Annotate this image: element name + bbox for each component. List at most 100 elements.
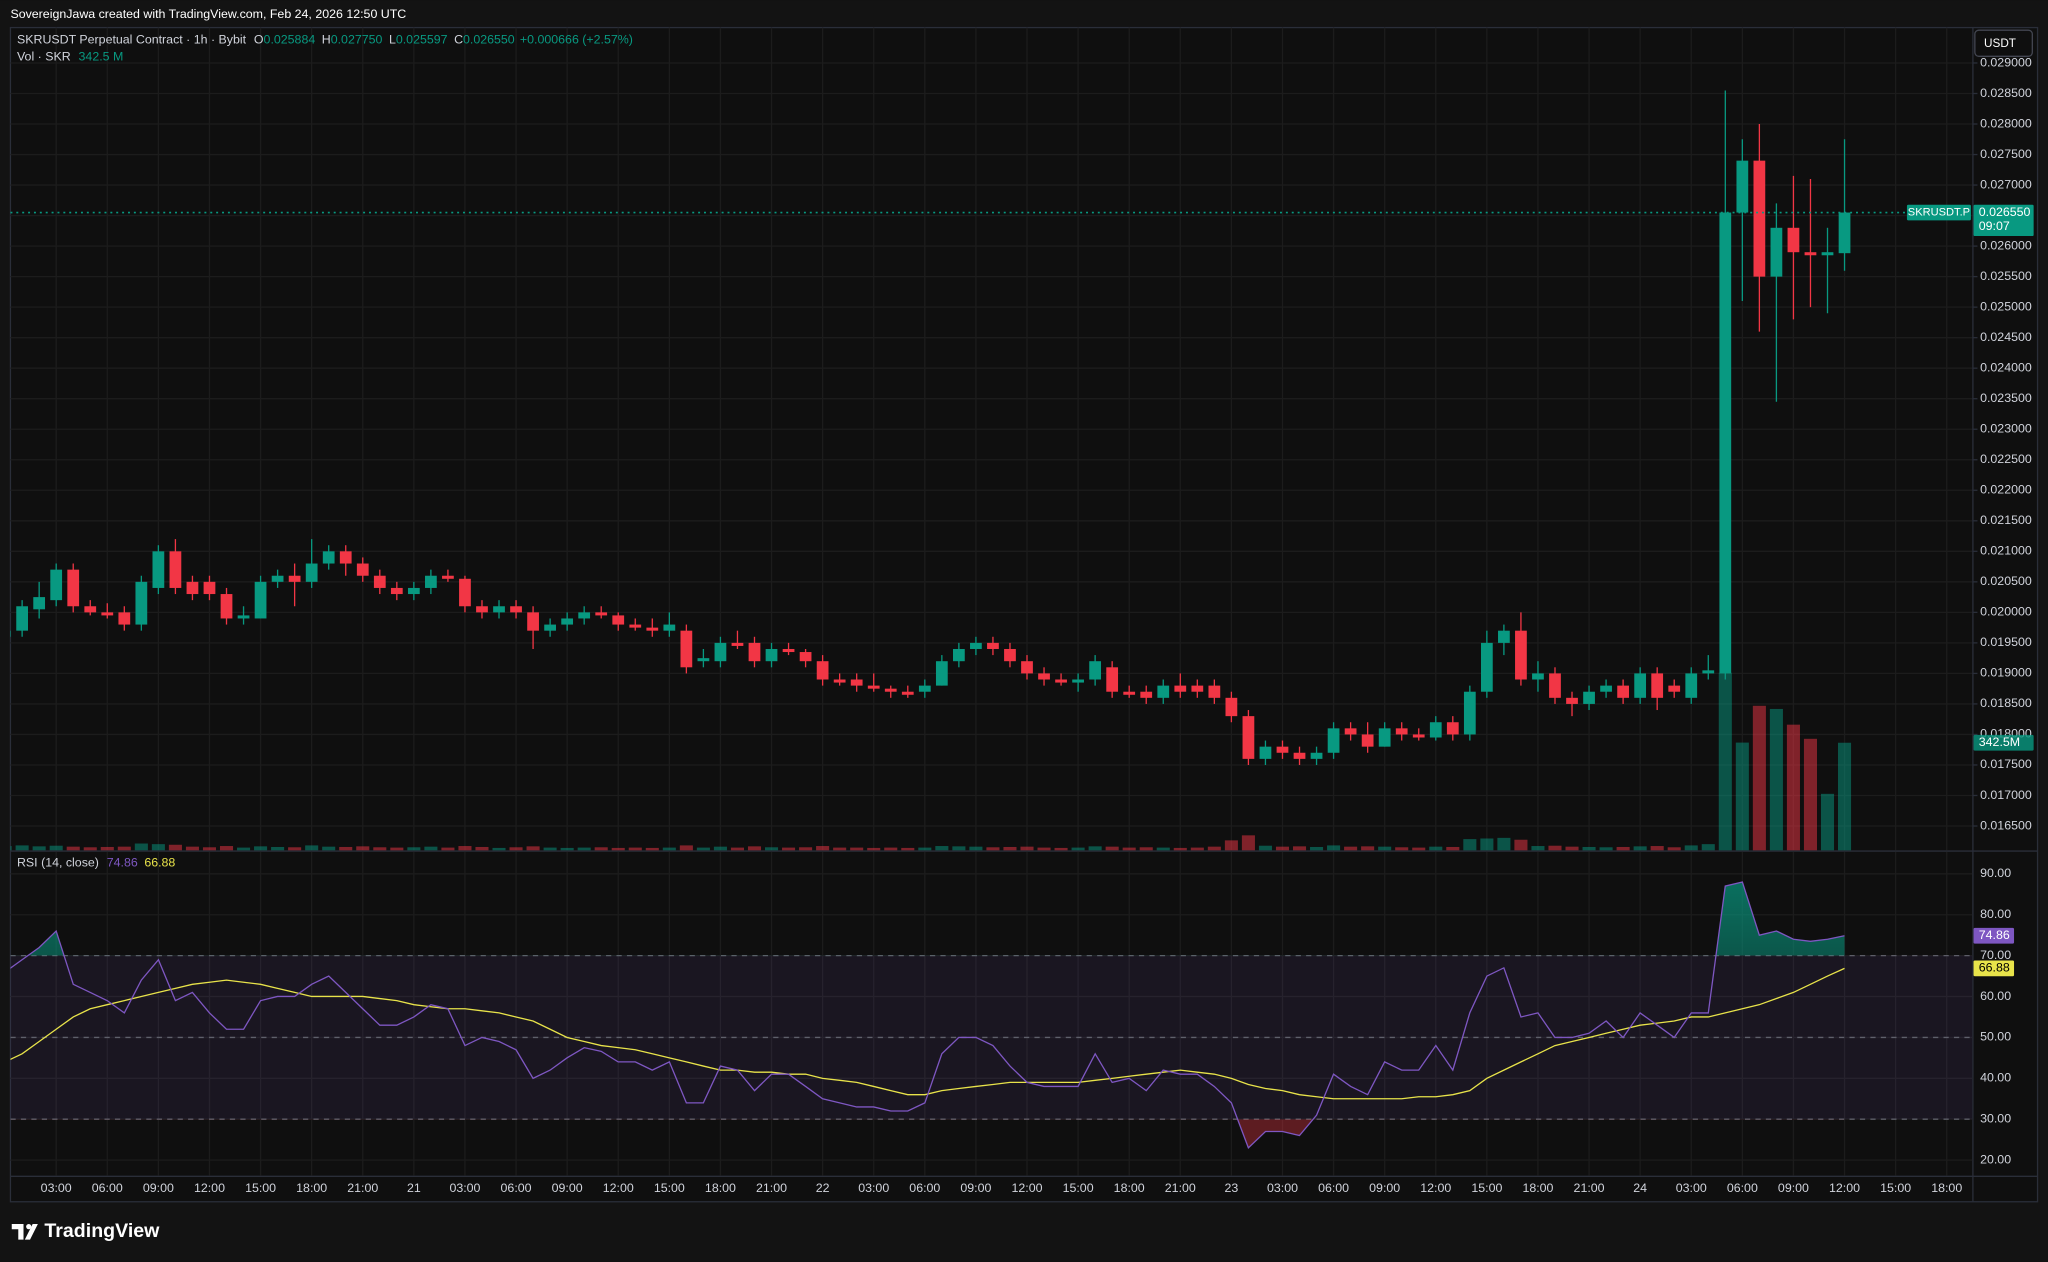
- legend-value: 0.027750: [331, 33, 383, 47]
- volume-bar: [134, 843, 148, 851]
- x-tick-label: 23: [1224, 1181, 1238, 1195]
- candle-body: [220, 594, 233, 619]
- x-tick-label: 15:00: [245, 1181, 276, 1195]
- candle-body: [322, 551, 335, 564]
- candle-body: [1140, 691, 1153, 698]
- candle-body: [101, 612, 114, 616]
- volume-bar: [543, 847, 557, 851]
- volume-bar: [185, 846, 199, 851]
- volume-bar: [1548, 845, 1562, 851]
- candle-body: [254, 581, 267, 619]
- rsi-tag-bg: [1973, 927, 2015, 944]
- volume-bar: [611, 847, 625, 851]
- volume-bar: [1054, 847, 1068, 851]
- candle-body: [1276, 746, 1289, 753]
- rsi-ma-line: [10, 967, 1845, 1100]
- volume-bar: [1020, 846, 1034, 851]
- candle-body: [1532, 673, 1544, 680]
- candle-body: [373, 575, 386, 588]
- volume-bar: [441, 847, 455, 851]
- volume-tag: 342.5M: [1979, 735, 2020, 749]
- candle-body: [1004, 648, 1016, 662]
- x-tick-label: 18:00: [1522, 1181, 1553, 1195]
- rsi-tick-label: 80.00: [1980, 907, 2011, 921]
- candle-body: [1072, 679, 1084, 683]
- volume-bar: [1838, 742, 1852, 851]
- x-tick-label: 15:00: [1063, 1181, 1094, 1195]
- candle-body: [390, 587, 403, 595]
- volume-bar: [509, 847, 523, 851]
- x-tick-label: 18:00: [1931, 1181, 1962, 1195]
- rsi-legend-value: 74.86: [107, 856, 138, 870]
- volume-bar: [884, 847, 898, 851]
- volume-bar: [1786, 724, 1800, 851]
- y-tick-label: 0.023000: [1980, 422, 2032, 436]
- candle-body: [1498, 630, 1510, 643]
- candle-body: [1038, 673, 1050, 680]
- volume-bar: [935, 846, 949, 851]
- candle-body: [356, 563, 369, 576]
- x-tick-label: 15:00: [1471, 1181, 1502, 1195]
- rsi-ma-tag-bg: [1973, 960, 2015, 977]
- candle-body: [731, 642, 744, 646]
- candle-body: [1344, 728, 1357, 735]
- volume-bar: [1565, 846, 1579, 851]
- candle-body: [493, 606, 505, 613]
- candle-body: [1770, 227, 1783, 277]
- candle-body: [833, 679, 846, 683]
- candle-body: [1702, 670, 1715, 674]
- volume-bar: [168, 844, 182, 851]
- candle-body: [271, 575, 284, 582]
- candle-body: [459, 578, 471, 607]
- candle-body: [544, 624, 556, 631]
- candle-body: [1191, 685, 1204, 692]
- volume-bar: [1190, 847, 1204, 851]
- candle-body: [1395, 728, 1408, 735]
- rsi-legend: RSI (14, close) 74.86 66.88: [17, 856, 175, 870]
- credit: SovereignJawa created with TradingView.c…: [10, 7, 406, 21]
- candle-body: [1549, 673, 1561, 698]
- volume-bar: [1429, 846, 1443, 851]
- x-tick-label: 21:00: [1165, 1181, 1196, 1195]
- volume-bar: [679, 845, 693, 851]
- candle-body: [748, 642, 761, 662]
- volume-bar: [850, 847, 864, 851]
- rsi-tick-label: 20.00: [1980, 1152, 2011, 1166]
- x-tick-label: 21: [407, 1181, 421, 1195]
- volume-bar: [237, 847, 251, 851]
- volume-bar: [1088, 846, 1102, 851]
- price-tag-bg: [1973, 204, 2034, 237]
- x-tick-label: 24: [1633, 1181, 1647, 1195]
- y-tick-label: 0.022500: [1980, 452, 2032, 466]
- candle-body: [1685, 673, 1698, 698]
- volume-bar: [1820, 793, 1835, 851]
- candle-body: [970, 642, 982, 649]
- candle-body: [1719, 212, 1732, 674]
- candle-body: [850, 679, 863, 686]
- candle-body: [16, 606, 29, 631]
- y-tick-label: 0.028000: [1980, 116, 2032, 130]
- candle-body: [1617, 685, 1629, 698]
- volume-bar: [1718, 672, 1732, 851]
- volume-bar: [1173, 847, 1187, 851]
- candle-body: [186, 581, 199, 595]
- y-tick-label: 0.019500: [1980, 635, 2032, 649]
- candle-body: [407, 587, 420, 595]
- x-tick-label: 12:00: [1829, 1181, 1860, 1195]
- rsi-line: [10, 881, 1845, 1149]
- volume-bar: [969, 846, 983, 851]
- candle-body: [10, 630, 11, 637]
- volume-bar: [747, 846, 762, 851]
- volume-bar: [322, 846, 336, 851]
- volume-bar: [1446, 846, 1460, 851]
- y-tick-label: 0.020000: [1980, 605, 2032, 619]
- volume-bar: [1769, 708, 1783, 851]
- volume-bar: [1412, 847, 1426, 851]
- candle-body: [765, 648, 778, 662]
- candle-body: [1123, 691, 1136, 695]
- volume-bar: [1105, 846, 1119, 851]
- candle-body: [1821, 252, 1834, 256]
- rsi-legend-ma: 66.88: [144, 856, 175, 870]
- volume-bar: [83, 847, 97, 851]
- volume-bar: [1497, 837, 1511, 851]
